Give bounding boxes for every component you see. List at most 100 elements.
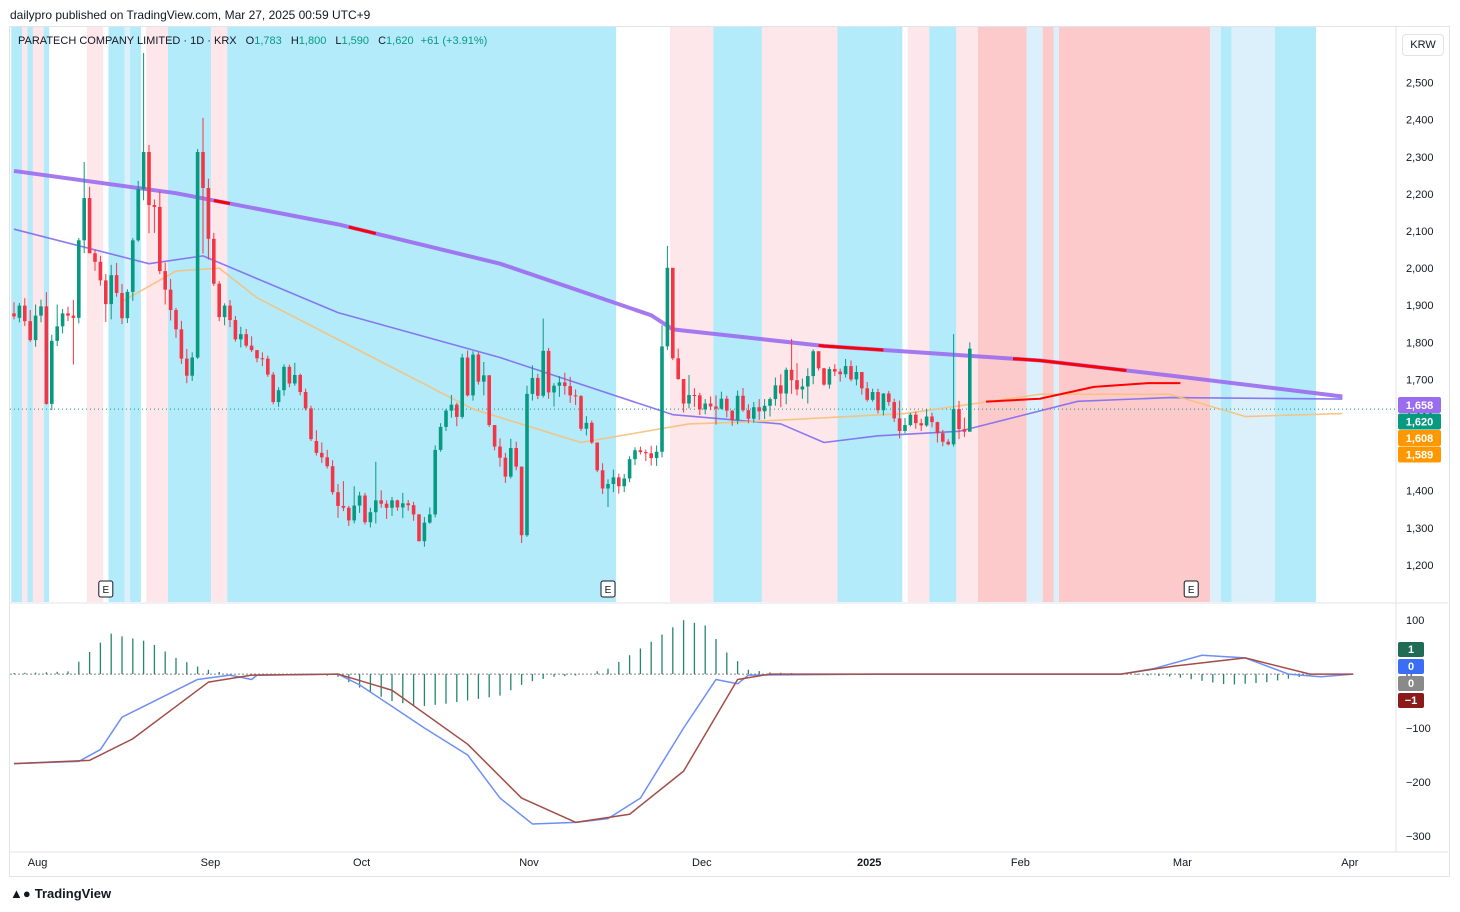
candle-body xyxy=(401,503,405,508)
signal-band xyxy=(1042,27,1054,602)
price-tick-label: 2,200 xyxy=(1406,189,1434,201)
candle-body xyxy=(428,514,432,523)
signal-band xyxy=(1058,27,1211,602)
candle-body xyxy=(584,422,589,429)
candle-body xyxy=(206,188,211,239)
candle-body xyxy=(627,459,632,479)
candle-body xyxy=(39,306,43,316)
candle-body xyxy=(698,395,702,410)
candle-body xyxy=(438,426,443,450)
candle-body xyxy=(195,152,200,358)
oscillator-badge-text: 0 xyxy=(1408,678,1414,690)
ma-red-highlight xyxy=(818,343,884,352)
candle-body xyxy=(363,495,367,523)
candle-body xyxy=(347,507,351,521)
signal-band xyxy=(11,27,23,602)
price-tick-label: 1,400 xyxy=(1406,486,1434,498)
candle-body xyxy=(676,358,680,380)
candle-body xyxy=(255,350,259,359)
oscillator-tick-label: 100 xyxy=(1406,615,1424,627)
candle-body xyxy=(503,457,508,477)
candle-body xyxy=(179,329,184,359)
candle-body xyxy=(962,429,967,432)
candle-body xyxy=(341,505,346,508)
candle-body xyxy=(854,372,859,380)
candle-body xyxy=(33,315,38,341)
currency-button[interactable]: KRW xyxy=(1402,34,1444,56)
candle-body xyxy=(455,404,459,417)
candle-body xyxy=(152,205,157,207)
earnings-marker xyxy=(1183,580,1199,598)
candle-body xyxy=(908,414,913,426)
candle-body xyxy=(633,450,637,460)
candle-body xyxy=(546,350,551,393)
candle-body xyxy=(109,275,113,305)
candle-body xyxy=(541,350,545,396)
candle-body xyxy=(865,388,869,400)
candle-body xyxy=(417,514,421,542)
price-axis-badge-text: 1,620 xyxy=(1406,417,1434,429)
close-value: 1,620 xyxy=(386,35,414,47)
earnings-marker-label: E xyxy=(605,585,612,596)
candle-body xyxy=(757,407,761,412)
publisher-credit: dailypro published on TradingView.com, M… xyxy=(10,8,371,22)
candle-body xyxy=(374,500,378,513)
candle-body xyxy=(82,198,86,241)
candle-body xyxy=(249,345,254,351)
time-tick-label: Aug xyxy=(28,857,48,869)
high-value: 1,800 xyxy=(298,35,327,47)
ma-red-highlight xyxy=(348,225,377,235)
price-tick-label: 2,500 xyxy=(1406,78,1434,90)
candle-body xyxy=(168,289,173,311)
candle-body xyxy=(217,283,221,318)
candle-body xyxy=(573,395,578,397)
candle-body xyxy=(293,374,297,384)
candle-body xyxy=(649,453,653,459)
earnings-marker-label: E xyxy=(102,585,109,596)
signal-band xyxy=(1053,27,1059,602)
price-tick-label: 2,100 xyxy=(1406,226,1434,238)
signal-band xyxy=(1210,27,1221,602)
candle-body xyxy=(120,292,124,319)
brand-label: TradingView xyxy=(34,886,112,901)
candle-body xyxy=(104,280,108,305)
candle-body xyxy=(330,466,335,493)
candle-body xyxy=(946,441,950,445)
price-axis-badge-text: 1,589 xyxy=(1406,450,1434,462)
price-axis-badge xyxy=(1398,397,1441,413)
candle-body xyxy=(93,253,97,262)
candle-body xyxy=(638,450,643,453)
open-value: 1,783 xyxy=(254,35,282,47)
candle-body xyxy=(136,189,140,241)
candle-body xyxy=(903,425,907,431)
candle-body xyxy=(708,403,713,407)
open-label: O xyxy=(245,35,255,47)
candle-body xyxy=(719,398,724,409)
candle-body xyxy=(827,369,832,385)
tradingview-brand: ▲● TradingView xyxy=(10,886,111,901)
candle-body xyxy=(536,377,540,396)
candle-body xyxy=(303,392,308,409)
time-tick-label: 2025 xyxy=(857,857,881,869)
candle-body xyxy=(163,271,167,290)
signal-band xyxy=(670,27,714,602)
signal-band xyxy=(761,27,838,602)
candle-body xyxy=(600,470,605,489)
candle-body xyxy=(692,395,697,396)
tradingview-logo-icon: ▲● xyxy=(10,886,31,901)
candle-body xyxy=(368,512,373,523)
candle-body xyxy=(924,416,929,426)
candle-body xyxy=(860,372,864,389)
price-axis-badge xyxy=(1398,446,1441,463)
candle-body xyxy=(406,503,410,506)
low-value: 1,590 xyxy=(341,35,370,47)
candle-body xyxy=(422,522,427,542)
candle-body xyxy=(730,410,734,421)
time-tick-label: Oct xyxy=(353,857,370,869)
price-tick-label: 1,700 xyxy=(1406,374,1434,386)
close-label: C xyxy=(378,35,387,47)
candle-body xyxy=(919,423,923,426)
candle-body xyxy=(266,358,270,375)
candle-body xyxy=(44,306,49,404)
